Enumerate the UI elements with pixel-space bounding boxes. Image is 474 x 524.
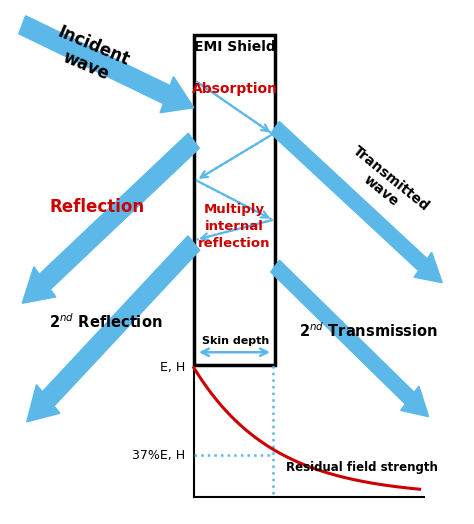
FancyArrow shape [27, 236, 200, 422]
Text: Skin depth: Skin depth [202, 336, 270, 346]
Text: Residual field strength: Residual field strength [286, 461, 438, 474]
FancyArrow shape [22, 133, 199, 303]
Text: Transmitted
wave: Transmitted wave [340, 143, 432, 226]
Text: 37%E, H: 37%E, H [132, 449, 185, 462]
Text: 2$^{nd}$ Transmission: 2$^{nd}$ Transmission [299, 322, 438, 341]
FancyArrow shape [271, 260, 428, 417]
Text: Multiply
internal
reflection: Multiply internal reflection [198, 203, 271, 250]
Text: Absorption: Absorption [191, 82, 277, 95]
FancyArrow shape [19, 16, 194, 113]
Text: 2$^{nd}$ Reflection: 2$^{nd}$ Reflection [49, 313, 163, 332]
Text: Reflection: Reflection [49, 198, 145, 215]
Text: EMI Shield: EMI Shield [193, 40, 275, 54]
Text: Incident
wave: Incident wave [47, 23, 133, 89]
FancyArrow shape [271, 122, 442, 282]
Bar [194, 35, 275, 365]
Text: E, H: E, H [160, 361, 185, 374]
